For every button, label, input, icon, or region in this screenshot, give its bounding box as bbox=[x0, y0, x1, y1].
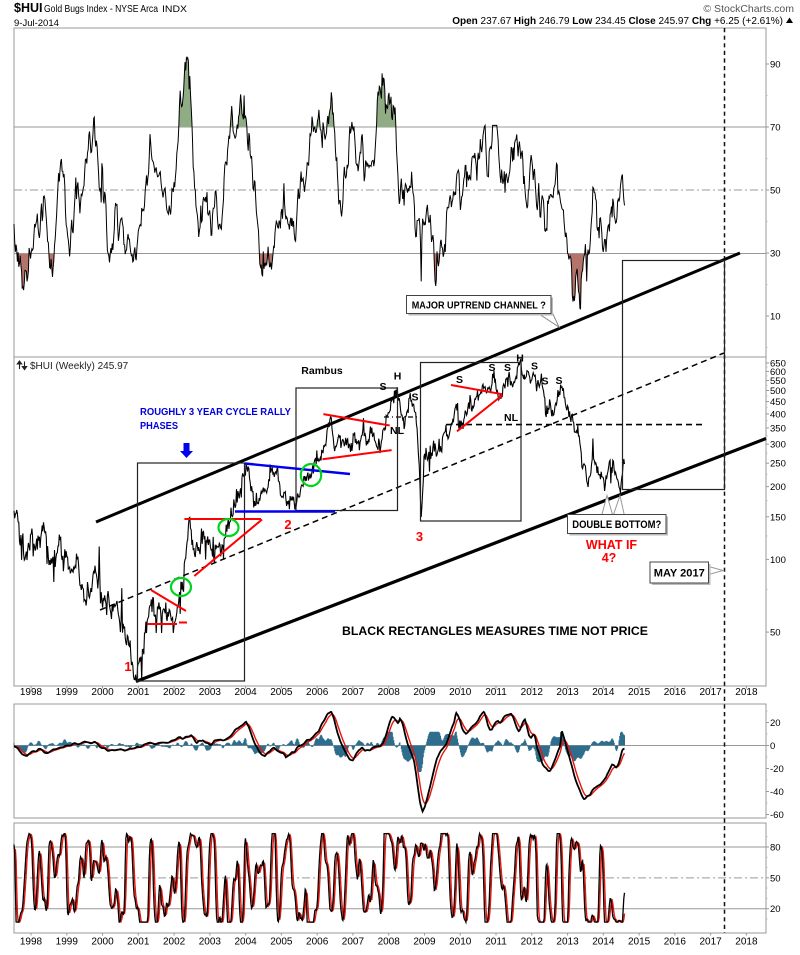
svg-text:2018: 2018 bbox=[735, 687, 758, 698]
svg-text:350: 350 bbox=[770, 423, 786, 434]
svg-text:2018: 2018 bbox=[735, 937, 758, 948]
svg-text:2007: 2007 bbox=[342, 687, 365, 698]
svg-text:600: 600 bbox=[770, 367, 786, 378]
svg-text:4?: 4? bbox=[602, 551, 617, 565]
svg-text:2015: 2015 bbox=[628, 687, 651, 698]
svg-text:S: S bbox=[504, 362, 511, 374]
svg-text:2001: 2001 bbox=[127, 687, 150, 698]
svg-text:3: 3 bbox=[416, 529, 423, 544]
svg-text:S: S bbox=[541, 376, 548, 388]
svg-text:1999: 1999 bbox=[56, 937, 79, 948]
svg-text:MAY 2017: MAY 2017 bbox=[654, 567, 705, 579]
svg-text:2013: 2013 bbox=[556, 687, 579, 698]
svg-text:70: 70 bbox=[770, 123, 781, 134]
svg-text:100: 100 bbox=[770, 555, 786, 566]
svg-text:2017: 2017 bbox=[700, 937, 723, 948]
svg-text:2012: 2012 bbox=[521, 937, 544, 948]
svg-text:Open 237.67 High 246.79 Low 23: Open 237.67 High 246.79 Low 234.45 Close… bbox=[452, 16, 783, 27]
svg-text:$HUI: $HUI bbox=[14, 1, 42, 15]
svg-text:2016: 2016 bbox=[664, 937, 687, 948]
svg-text:2009: 2009 bbox=[413, 937, 436, 948]
svg-text:450: 450 bbox=[770, 397, 786, 408]
svg-text:2008: 2008 bbox=[378, 687, 401, 698]
svg-text:1998: 1998 bbox=[20, 687, 43, 698]
svg-text:-20: -20 bbox=[770, 764, 784, 775]
svg-text:250: 250 bbox=[770, 459, 786, 470]
svg-text:ROUGHLY 3 YEAR CYCLE RALLY: ROUGHLY 3 YEAR CYCLE RALLY bbox=[140, 406, 291, 418]
svg-text:2008: 2008 bbox=[378, 937, 401, 948]
svg-text:DOUBLE BOTTOM?: DOUBLE BOTTOM? bbox=[572, 519, 661, 531]
svg-text:-40: -40 bbox=[770, 787, 784, 798]
svg-text:2006: 2006 bbox=[306, 937, 329, 948]
svg-text:2014: 2014 bbox=[592, 937, 615, 948]
svg-text:S: S bbox=[411, 392, 418, 404]
svg-text:H: H bbox=[394, 371, 402, 383]
svg-text:150: 150 bbox=[770, 512, 786, 523]
svg-text:2011: 2011 bbox=[485, 937, 507, 948]
svg-text:$HUI (Weekly) 245.97: $HUI (Weekly) 245.97 bbox=[30, 361, 129, 372]
svg-text:INDX: INDX bbox=[162, 4, 187, 14]
svg-text:Gold Bugs Index - NYSE Arca: Gold Bugs Index - NYSE Arca bbox=[44, 3, 158, 15]
svg-text:300: 300 bbox=[770, 440, 786, 451]
svg-text:2014: 2014 bbox=[592, 687, 615, 698]
svg-text:30: 30 bbox=[770, 249, 781, 260]
svg-text:400: 400 bbox=[770, 409, 786, 420]
svg-text:BLACK RECTANGLES MEASURES TIME: BLACK RECTANGLES MEASURES TIME NOT PRICE bbox=[342, 626, 648, 638]
svg-text:S: S bbox=[488, 362, 495, 374]
svg-text:1999: 1999 bbox=[56, 687, 79, 698]
svg-text:2011: 2011 bbox=[485, 687, 507, 698]
svg-text:1: 1 bbox=[124, 659, 131, 674]
svg-text:Rambus: Rambus bbox=[301, 365, 343, 377]
svg-text:50: 50 bbox=[770, 628, 781, 639]
svg-text:0: 0 bbox=[770, 741, 775, 752]
svg-text:S: S bbox=[555, 375, 562, 387]
svg-text:WHAT IF: WHAT IF bbox=[586, 538, 638, 552]
svg-text:2013: 2013 bbox=[556, 937, 579, 948]
svg-text:S: S bbox=[456, 374, 463, 386]
svg-text:9-Jul-2014: 9-Jul-2014 bbox=[14, 18, 59, 29]
svg-text:2004: 2004 bbox=[234, 687, 257, 698]
svg-text:2010: 2010 bbox=[449, 937, 472, 948]
svg-text:50: 50 bbox=[770, 186, 781, 197]
svg-text:S: S bbox=[379, 381, 386, 393]
svg-text:20: 20 bbox=[770, 904, 781, 915]
svg-text:2005: 2005 bbox=[270, 687, 293, 698]
svg-text:MAJOR UPTREND CHANNEL ?: MAJOR UPTREND CHANNEL ? bbox=[412, 300, 546, 311]
svg-text:2000: 2000 bbox=[91, 937, 114, 948]
svg-text:2003: 2003 bbox=[199, 937, 222, 948]
svg-text:90: 90 bbox=[770, 60, 781, 71]
svg-text:2009: 2009 bbox=[413, 687, 436, 698]
svg-text:10: 10 bbox=[770, 312, 781, 323]
svg-text:2017: 2017 bbox=[700, 687, 723, 698]
svg-text:2001: 2001 bbox=[127, 937, 150, 948]
svg-text:2015: 2015 bbox=[628, 937, 651, 948]
svg-text:2012: 2012 bbox=[521, 687, 544, 698]
svg-text:2000: 2000 bbox=[91, 687, 114, 698]
svg-text:80: 80 bbox=[770, 842, 781, 853]
svg-text:2007: 2007 bbox=[342, 937, 365, 948]
svg-text:2: 2 bbox=[284, 517, 291, 532]
svg-text:S: S bbox=[531, 361, 538, 373]
svg-text:NL: NL bbox=[504, 412, 519, 424]
svg-text:2016: 2016 bbox=[664, 687, 687, 698]
svg-text:200: 200 bbox=[770, 482, 786, 493]
svg-text:2006: 2006 bbox=[306, 687, 329, 698]
svg-text:PHASES: PHASES bbox=[140, 420, 178, 432]
svg-text:© StockCharts.com: © StockCharts.com bbox=[703, 3, 794, 15]
svg-text:1998: 1998 bbox=[20, 937, 43, 948]
svg-text:2005: 2005 bbox=[270, 937, 293, 948]
svg-text:550: 550 bbox=[770, 376, 786, 387]
svg-text:650: 650 bbox=[770, 359, 786, 370]
svg-text:-60: -60 bbox=[770, 810, 784, 821]
svg-text:2002: 2002 bbox=[163, 937, 186, 948]
svg-text:20: 20 bbox=[770, 718, 781, 729]
svg-text:2010: 2010 bbox=[449, 687, 472, 698]
svg-text:2002: 2002 bbox=[163, 687, 186, 698]
svg-text:H: H bbox=[516, 353, 524, 365]
svg-text:NL: NL bbox=[390, 425, 405, 437]
svg-text:50: 50 bbox=[770, 873, 781, 884]
svg-text:2003: 2003 bbox=[199, 687, 222, 698]
svg-text:2004: 2004 bbox=[234, 937, 257, 948]
svg-text:500: 500 bbox=[770, 386, 786, 397]
